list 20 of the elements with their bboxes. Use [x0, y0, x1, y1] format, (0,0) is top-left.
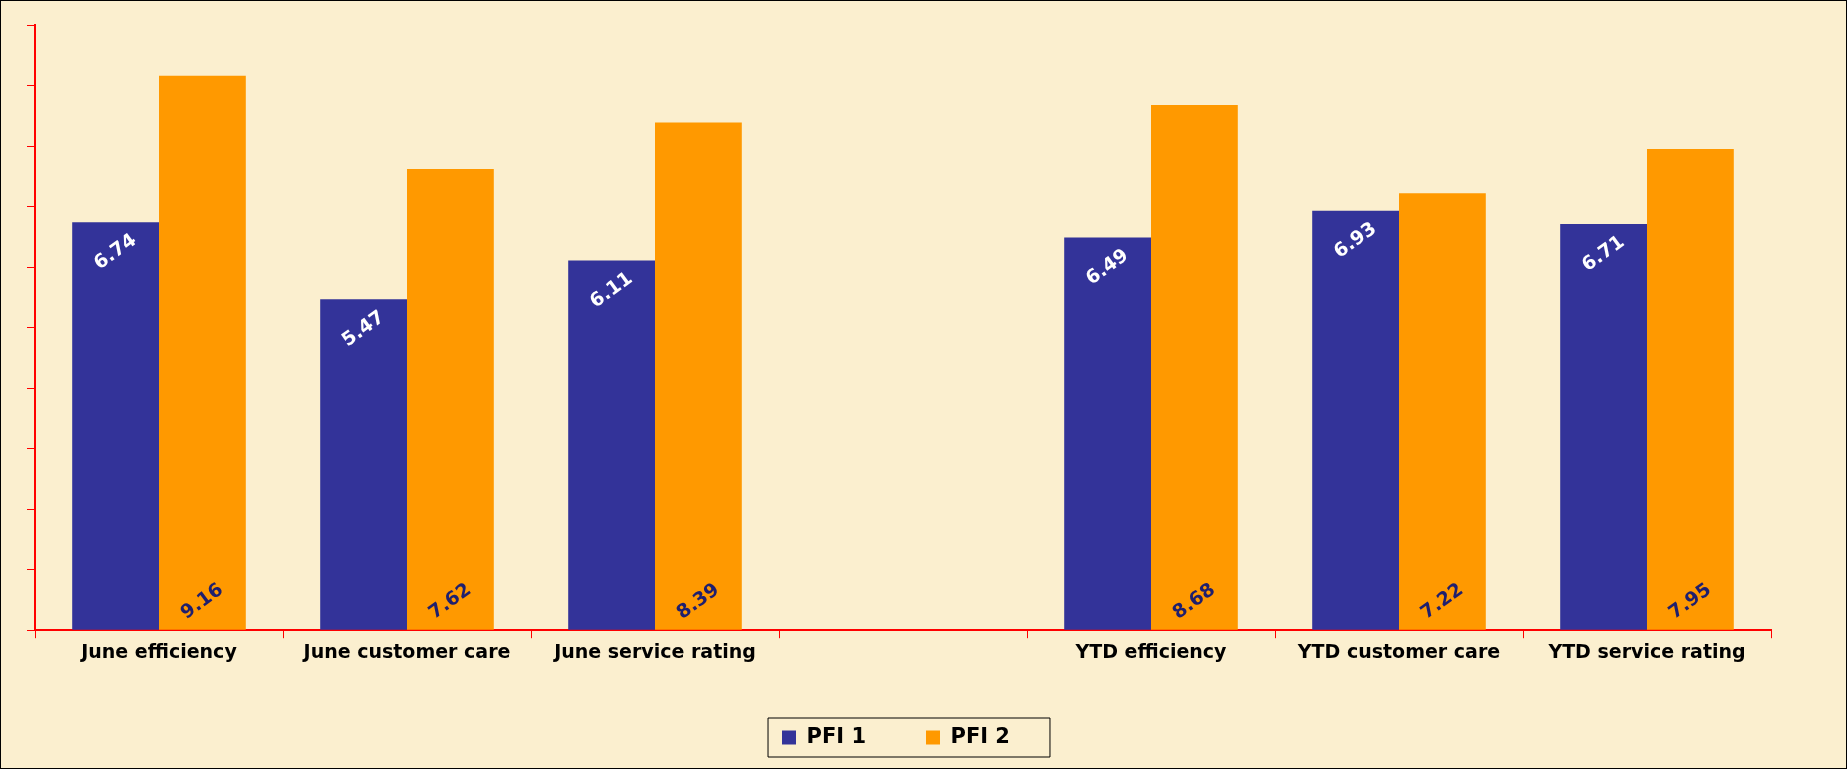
- legend-label: PFI 2: [950, 723, 1010, 748]
- bar: [568, 260, 655, 630]
- bar: [320, 299, 407, 630]
- bar: [655, 122, 742, 630]
- bar: [407, 169, 494, 630]
- bar: [72, 222, 159, 630]
- legend-label: PFI 1: [806, 723, 867, 748]
- bar: [1647, 149, 1734, 630]
- bar: [1312, 210, 1399, 630]
- x-tick-label: YTD customer care: [1296, 639, 1501, 662]
- bar: [1064, 237, 1151, 630]
- x-tick-label: June service rating: [552, 639, 756, 662]
- x-tick-label: YTD efficiency: [1074, 639, 1228, 662]
- bar: [1560, 224, 1647, 630]
- bar: [1151, 104, 1238, 630]
- x-tick-label: YTD service rating: [1547, 639, 1746, 662]
- bar: [159, 75, 246, 630]
- bar: [1399, 193, 1486, 630]
- x-tick-label: June customer care: [301, 639, 511, 662]
- x-tick-label: June efficiency: [79, 639, 238, 662]
